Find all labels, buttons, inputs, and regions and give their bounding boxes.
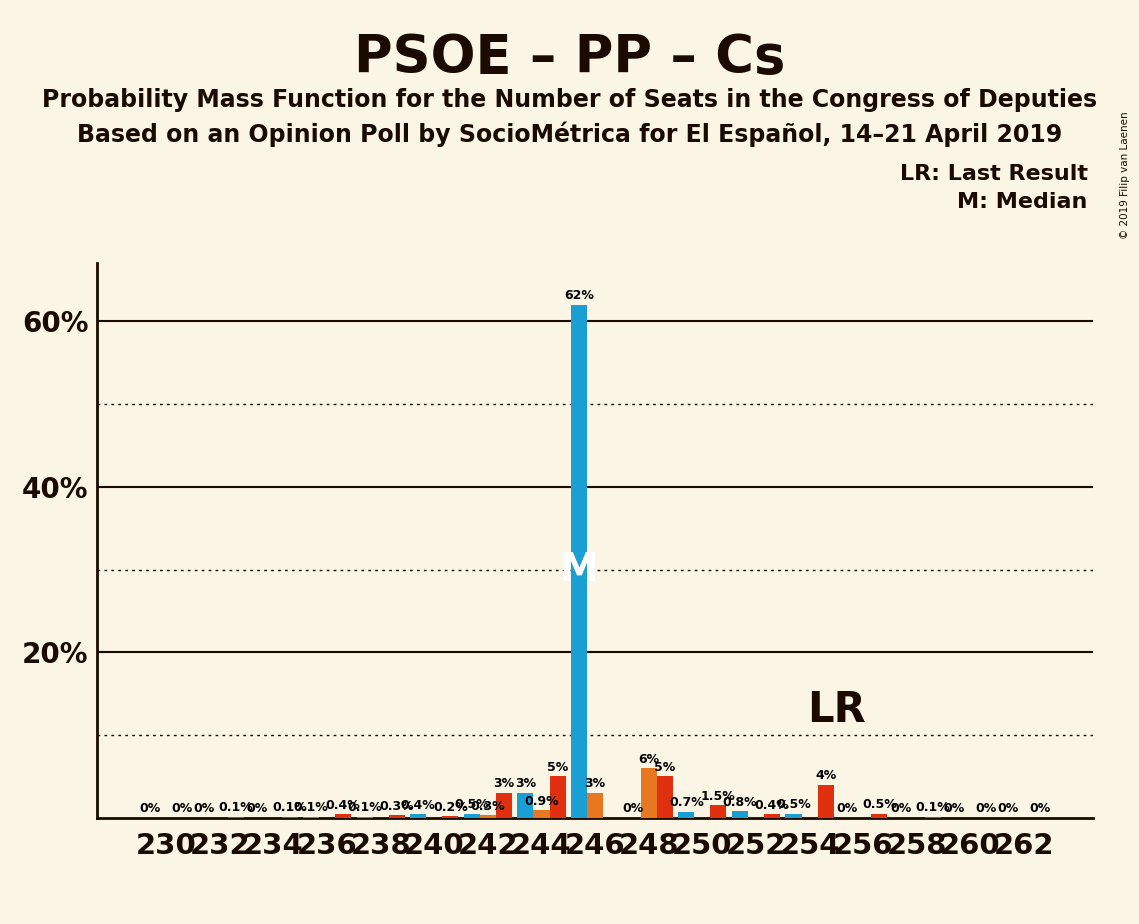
- Bar: [641, 768, 657, 818]
- Bar: [764, 814, 780, 818]
- Bar: [549, 776, 566, 818]
- Bar: [517, 793, 533, 818]
- Text: 0%: 0%: [194, 802, 214, 815]
- Text: 6%: 6%: [638, 753, 659, 766]
- Bar: [786, 814, 802, 818]
- Bar: [571, 305, 587, 818]
- Bar: [464, 814, 480, 818]
- Text: 5%: 5%: [654, 760, 675, 774]
- Bar: [533, 810, 549, 818]
- Text: Probability Mass Function for the Number of Seats in the Congress of Deputies: Probability Mass Function for the Number…: [42, 88, 1097, 112]
- Text: 0.4%: 0.4%: [755, 799, 789, 812]
- Text: 0.1%: 0.1%: [272, 801, 306, 814]
- Text: LR: Last Result: LR: Last Result: [900, 164, 1088, 184]
- Text: © 2019 Filip van Laenen: © 2019 Filip van Laenen: [1120, 111, 1130, 238]
- Text: 0%: 0%: [140, 802, 161, 815]
- Bar: [442, 816, 458, 818]
- Text: 0.2%: 0.2%: [433, 800, 468, 814]
- Text: 0%: 0%: [998, 802, 1018, 815]
- Text: PSOE – PP – Cs: PSOE – PP – Cs: [354, 32, 785, 84]
- Text: 0%: 0%: [944, 802, 965, 815]
- Bar: [587, 793, 604, 818]
- Text: 3%: 3%: [515, 777, 536, 790]
- Text: 0%: 0%: [622, 802, 644, 815]
- Bar: [410, 814, 426, 818]
- Bar: [388, 815, 404, 818]
- Text: 0.9%: 0.9%: [524, 795, 559, 808]
- Text: 0.8%: 0.8%: [722, 796, 757, 808]
- Bar: [480, 815, 495, 818]
- Text: 0%: 0%: [247, 802, 268, 815]
- Text: 0.7%: 0.7%: [669, 796, 704, 809]
- Text: 3%: 3%: [584, 777, 606, 790]
- Text: 0%: 0%: [172, 802, 192, 815]
- Bar: [711, 806, 727, 818]
- Bar: [871, 814, 887, 818]
- Bar: [335, 814, 351, 818]
- Text: 4%: 4%: [816, 769, 836, 782]
- Text: 0.5%: 0.5%: [776, 798, 811, 811]
- Text: 3%: 3%: [493, 777, 515, 790]
- Text: 0.4%: 0.4%: [401, 799, 435, 812]
- Text: 0%: 0%: [976, 802, 997, 815]
- Bar: [678, 812, 695, 818]
- Text: 0.5%: 0.5%: [862, 798, 896, 811]
- Text: 0.1%: 0.1%: [294, 801, 328, 814]
- Text: 0.1%: 0.1%: [916, 801, 950, 814]
- Bar: [818, 784, 834, 818]
- Text: 0.4%: 0.4%: [326, 799, 361, 812]
- Bar: [657, 776, 673, 818]
- Bar: [495, 793, 513, 818]
- Text: 5%: 5%: [547, 760, 568, 774]
- Text: 0.3%: 0.3%: [470, 800, 506, 813]
- Text: M: Median: M: Median: [958, 192, 1088, 213]
- Text: Based on an Opinion Poll by SocioMétrica for El Español, 14–21 April 2019: Based on an Opinion Poll by SocioMétrica…: [76, 122, 1063, 148]
- Text: M: M: [559, 551, 598, 589]
- Text: 0.5%: 0.5%: [454, 798, 489, 811]
- Text: 0%: 0%: [836, 802, 858, 815]
- Text: 0.3%: 0.3%: [379, 800, 415, 813]
- Text: 0.1%: 0.1%: [219, 801, 253, 814]
- Text: 0%: 0%: [890, 802, 911, 815]
- Text: LR: LR: [808, 689, 866, 731]
- Text: 0%: 0%: [1030, 802, 1050, 815]
- Text: 62%: 62%: [564, 289, 593, 302]
- Bar: [732, 811, 748, 818]
- Text: 1.5%: 1.5%: [702, 790, 736, 803]
- Text: 0.1%: 0.1%: [347, 801, 382, 814]
